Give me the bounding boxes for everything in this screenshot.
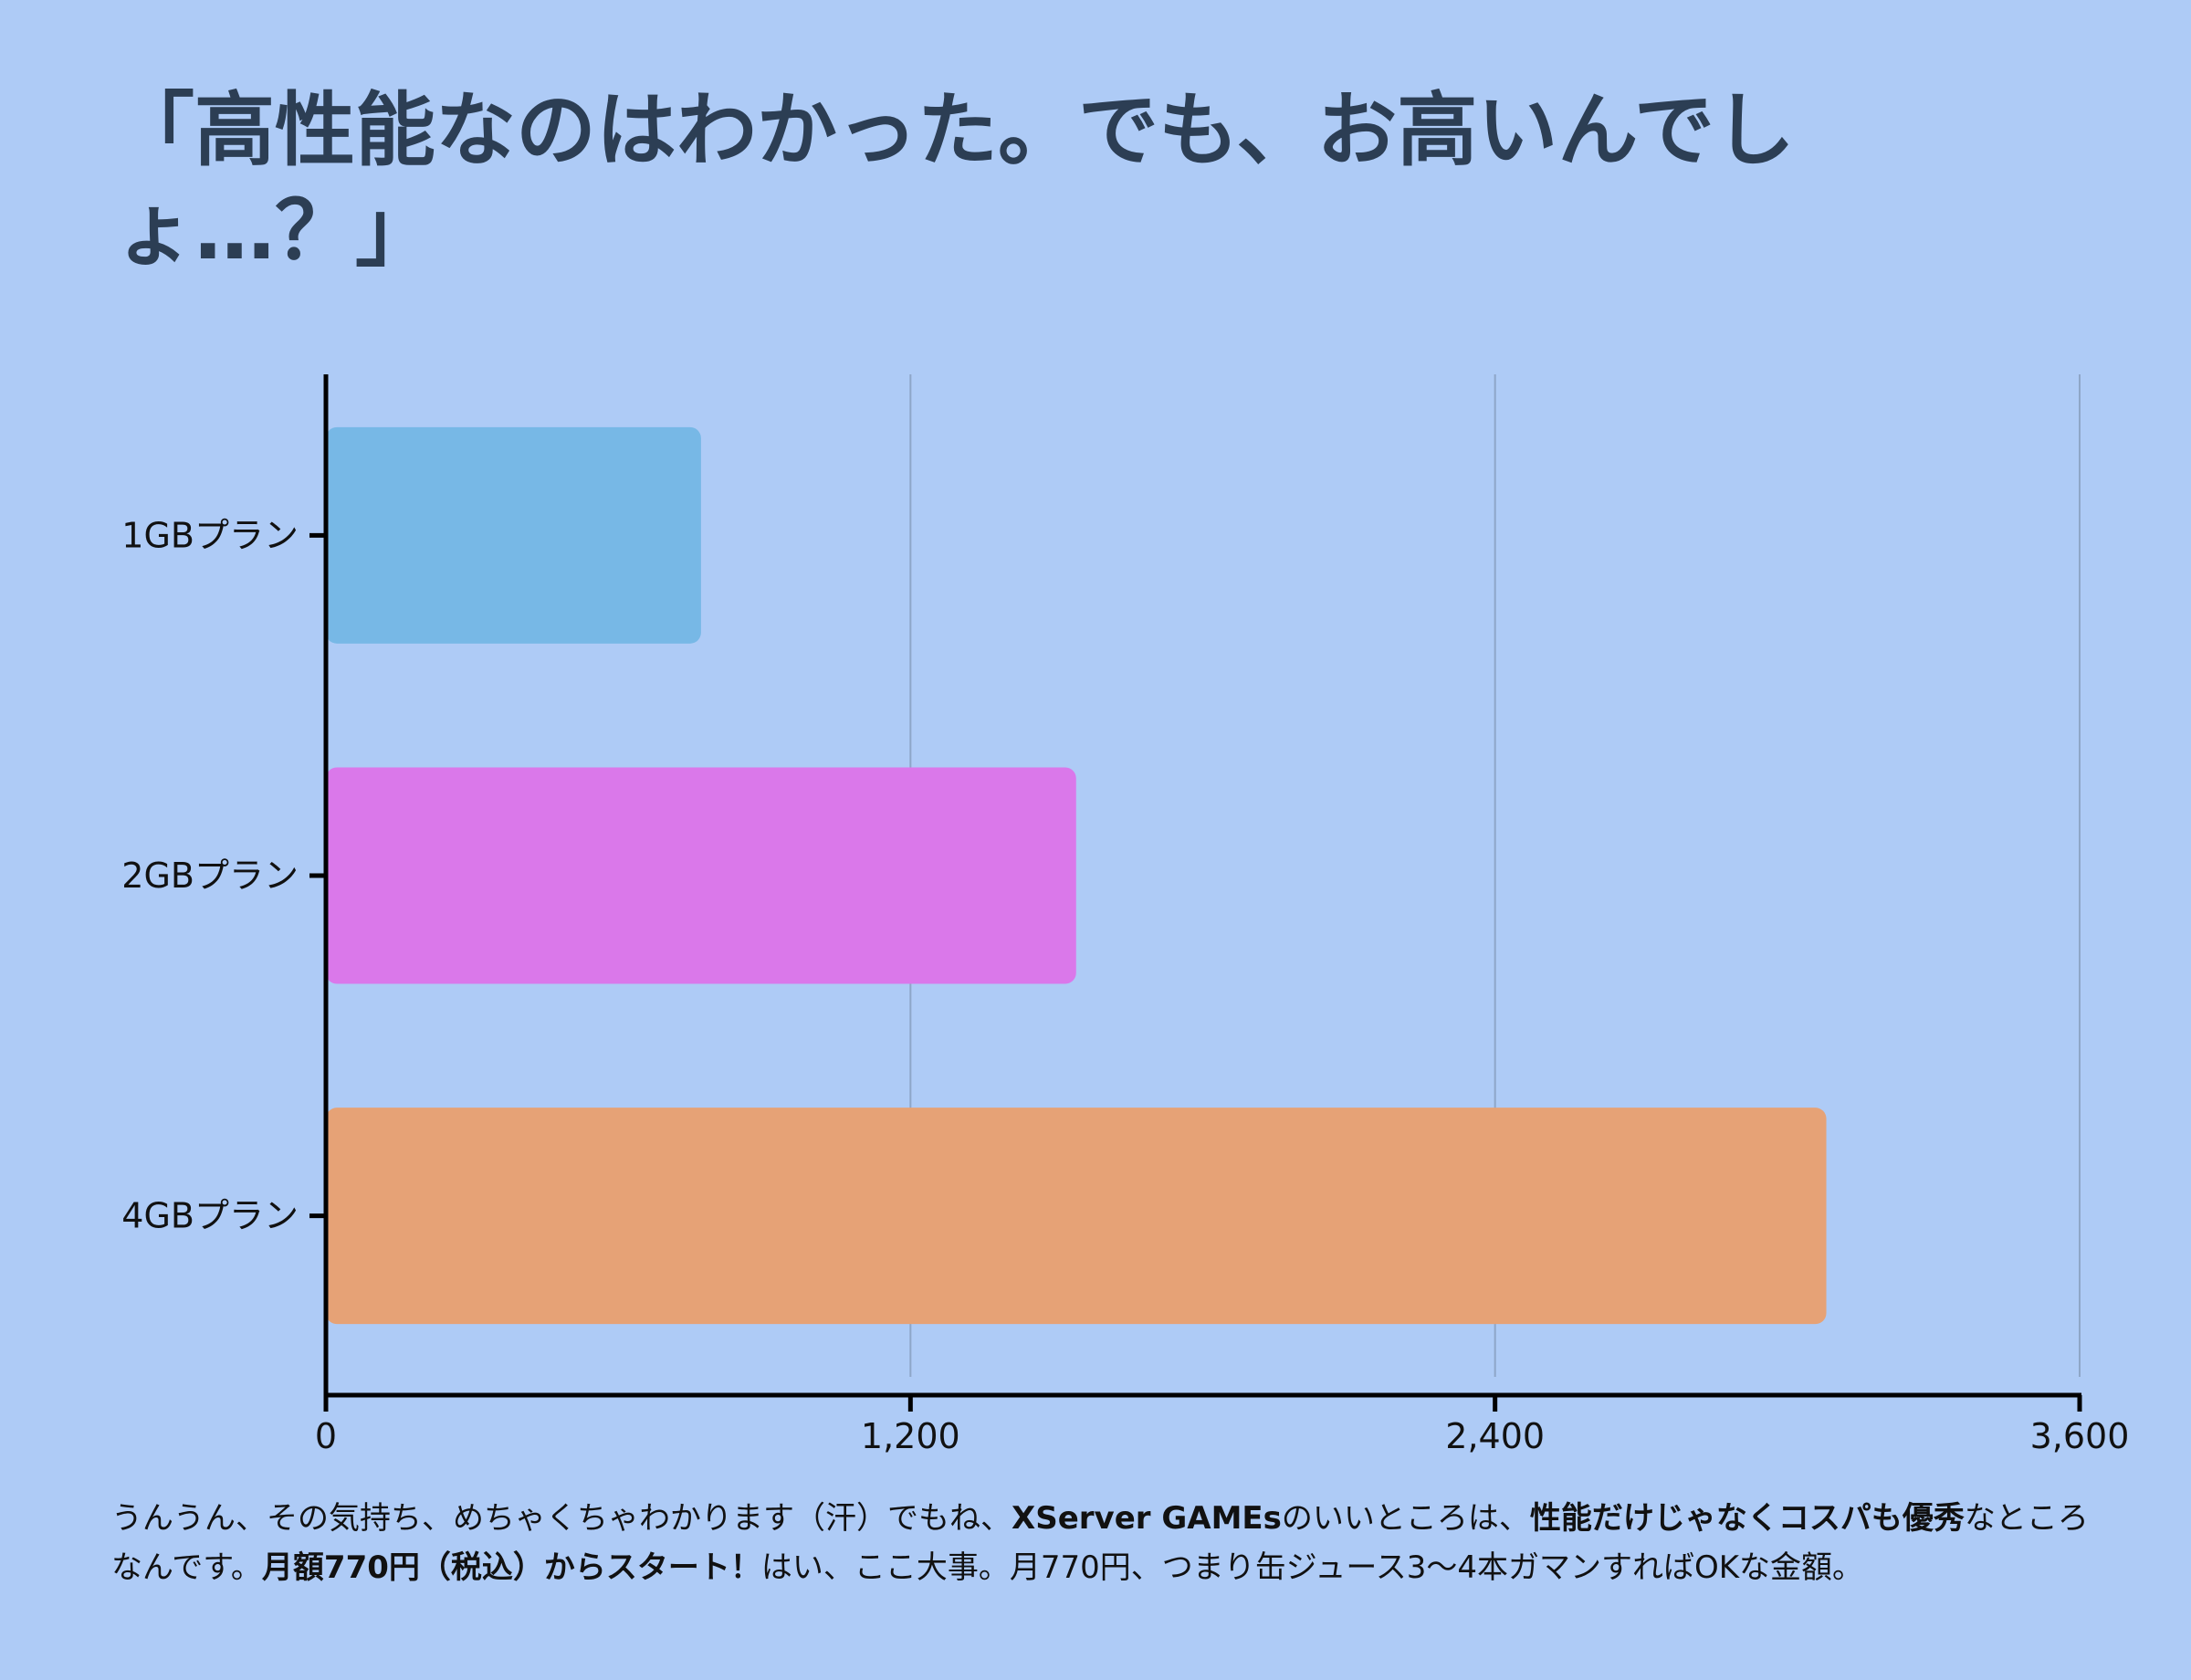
caption-segment: はい、ここ大事。月770円、つまり缶ジュース3〜4本ガマンすればOKな金額。	[760, 1549, 1864, 1586]
caption-text: うんうん、その気持ち、めちゃくちゃわかります（汗）でもね、XServer GAM…	[111, 1494, 2120, 1592]
caption-segment: なところ	[1964, 1500, 2089, 1537]
caption-line-1: うんうん、その気持ち、めちゃくちゃわかります（汗）でもね、XServer GAM…	[111, 1500, 2089, 1537]
x-tick-label: 1,200	[861, 1416, 960, 1456]
caption-segment: 性能だけじゃなくコスパも優秀	[1529, 1500, 1965, 1537]
y-tick-label: 1GBプラン	[121, 515, 299, 555]
page-title: 「高性能なのはわかった。でも、お高いんでしょ…？」	[114, 83, 1795, 278]
caption-segment: うんうん、その気持ち、めちゃくちゃわかります（汗）でもね、	[111, 1500, 1012, 1537]
caption-segment: XServer GAMEs	[1012, 1500, 1282, 1537]
axis-labels: 1GBプラン 2GBプラン 4GBプラン 0 1,200 2,400 3,600	[121, 515, 2129, 1456]
y-tick-label: 4GBプラン	[121, 1196, 299, 1236]
x-tick-label: 3,600	[2030, 1416, 2130, 1456]
x-tick-label: 0	[315, 1416, 337, 1456]
caption-segment: なんです。	[111, 1549, 262, 1586]
bar	[326, 767, 1076, 984]
caption-segment: のいいところは、	[1281, 1500, 1530, 1537]
y-tick-label: 2GBプラン	[121, 856, 299, 896]
bar	[326, 426, 701, 644]
bar	[326, 1108, 1827, 1325]
caption-segment: 月額770円（税込）からスタート！	[261, 1549, 761, 1586]
bars	[326, 426, 1827, 1325]
x-tick-label: 2,400	[1445, 1416, 1545, 1456]
axes	[309, 374, 2082, 1412]
caption-line-2: なんです。月額770円（税込）からスタート！はい、ここ大事。月770円、つまり缶…	[111, 1549, 1863, 1586]
